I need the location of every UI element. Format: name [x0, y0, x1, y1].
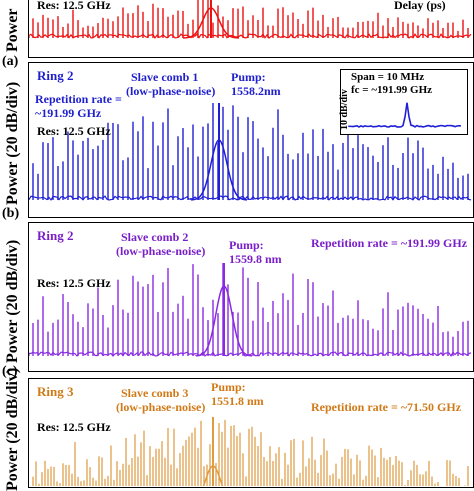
- panel-b-ylabel: Power (20 dB/div): [0, 66, 26, 220]
- panel-b-pump-wl: 1558.2nm: [231, 85, 281, 98]
- panel-d-slave-sub: (low-phase-noise): [116, 401, 205, 414]
- panel-c-pump-wl: 1559.8 nm: [229, 253, 282, 266]
- panel-b-pump: Pump:: [231, 71, 266, 84]
- noise-floor: [29, 196, 471, 200]
- panel-c-slave-sub: (low-phase-noise): [116, 245, 205, 258]
- panel-a-delay: Delay (ps): [394, 0, 446, 12]
- panel-d-pump-wl: 1551.8 nm: [211, 395, 264, 408]
- panel-c-rep: Repetition rate = ~191.99 GHz: [311, 237, 467, 250]
- panel-b-slave-sub: (low-phase-noise): [126, 85, 215, 98]
- noise-floor: [29, 34, 471, 38]
- panel-b-label: (b): [2, 206, 19, 222]
- panel-c-ring: Ring 2: [37, 229, 73, 243]
- panel-a: Res: 12.5 GHz Delay (ps): [28, 0, 474, 58]
- panel-a-ylabel: Power: [0, 0, 26, 60]
- panel-b-res: Res: 12.5 GHz: [37, 125, 111, 138]
- inset-span: Span = 10 MHz: [351, 72, 424, 84]
- panel-c: Ring 2 Slave comb 2 (low-phase-noise) Pu…: [28, 222, 474, 372]
- panel-d-ylabel: Power (20 dB/div): [0, 382, 26, 476]
- panel-c-slave: Slave comb 2: [121, 231, 188, 244]
- inset-ylabel: 10 dB/div: [339, 80, 350, 130]
- panel-b-rep-1: Repetition rate =: [35, 93, 122, 106]
- panel-d-slave: Slave comb 3: [121, 387, 188, 400]
- panel-b-slave: Slave comb 1: [131, 71, 198, 84]
- panel-c-ylabel: Power (20 dB/div): [0, 226, 26, 376]
- panel-d-ring: Ring 3: [37, 385, 73, 399]
- panel-d-rep: Repetition rate = ~71.50 GHz: [311, 401, 461, 414]
- panel-c-pump: Pump:: [229, 239, 264, 252]
- panel-b: Ring 2 Slave comb 1 (low-phase-noise) Pu…: [28, 62, 474, 218]
- panel-a-res: Res: 12.5 GHz: [37, 0, 111, 12]
- panel-b-inset: Span = 10 MHz fc = ~191.99 GHz 10 dB/div: [340, 69, 468, 135]
- panel-b-ring: Ring 2: [37, 69, 73, 83]
- inset-fc: fc = ~191.99 GHz: [351, 85, 432, 97]
- panel-b-rep-2: ~191.99 GHz: [35, 107, 101, 120]
- panel-d-res: Res: 12.5 GHz: [37, 421, 111, 434]
- panel-c-res: Res: 12.5 GHz: [37, 277, 111, 290]
- panel-d-pump: Pump:: [211, 381, 246, 394]
- inset-peak: [349, 103, 461, 127]
- panel-d: Ring 3 Slave comb 3 (low-phase-noise) Pu…: [28, 378, 474, 488]
